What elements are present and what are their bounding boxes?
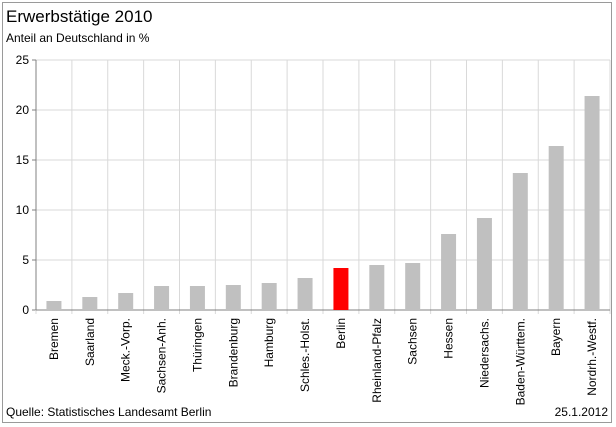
bar (297, 278, 313, 310)
x-tick-label: Sachsen (406, 318, 420, 365)
x-tick-label: Bayern (549, 318, 563, 356)
bar (46, 301, 62, 310)
x-tick-label: Sachsen-Anh. (155, 318, 169, 393)
x-tick-label: Nordrh.-Westf. (585, 318, 599, 396)
bar (584, 96, 600, 310)
bar (512, 173, 528, 310)
bar (118, 293, 134, 310)
bar (189, 286, 205, 310)
y-tick-label: 0 (22, 303, 29, 317)
bar (369, 265, 385, 310)
bar (82, 297, 98, 310)
date-label: 25.1.2012 (554, 405, 608, 419)
y-tick-label: 20 (16, 103, 30, 117)
chart-frame (2, 2, 612, 423)
bar (548, 146, 564, 310)
x-tick-label: Brandenburg (226, 318, 240, 387)
x-tick-label: Hessen (442, 318, 456, 359)
x-tick-label: Berlin (334, 318, 348, 349)
x-tick-label: Bremen (47, 318, 61, 360)
x-tick-label: Saarland (83, 318, 97, 366)
bar (476, 218, 492, 310)
y-tick-label: 25 (16, 53, 30, 67)
x-tick-label: Rheinland-Pfalz (370, 318, 384, 403)
source-note: Quelle: Statistisches Landesamt Berlin (6, 405, 212, 419)
bar (441, 234, 457, 310)
bar (261, 283, 277, 310)
x-tick-label: Hamburg (262, 318, 276, 367)
y-tick-label: 10 (16, 203, 30, 217)
bar (154, 286, 170, 310)
y-tick-label: 5 (22, 253, 29, 267)
x-tick-label: Schles.-Holst. (298, 318, 312, 392)
chart-title: Erwerbstätige 2010 (6, 7, 153, 26)
bar-highlight (333, 268, 349, 310)
bar (225, 285, 241, 310)
x-tick-label: Meck.-Vorp. (119, 318, 133, 382)
x-tick-label: Niedersachs. (477, 318, 491, 388)
x-tick-label: Thüringen (190, 318, 204, 372)
x-tick-label: Baden-Württem. (513, 318, 527, 405)
y-tick-label: 15 (16, 153, 30, 167)
bar (405, 263, 421, 310)
chart-subtitle: Anteil an Deutschland in % (6, 31, 150, 45)
